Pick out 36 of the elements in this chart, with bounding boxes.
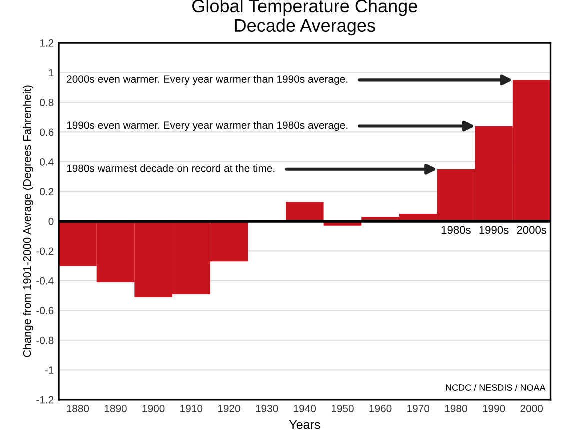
- y-tick-label: -0.4: [36, 277, 54, 285]
- y-tick-label: 0.6: [40, 128, 54, 136]
- annotation: 1980s warmest decade on record at the time.: [67, 164, 275, 172]
- y-tick-label: -0.6: [36, 307, 54, 315]
- y-tick-label: 0: [48, 218, 54, 226]
- x-tick-label: 1900: [142, 405, 165, 412]
- x-tick-label: 1890: [104, 405, 127, 412]
- y-tick-label: 0.4: [40, 158, 54, 166]
- y-axis-title: Change from 1901-2000 Average (Degrees Fahrenheit): [23, 86, 34, 358]
- y-tick-label: -1.2: [36, 396, 54, 404]
- x-tick-label: 1980: [445, 405, 468, 412]
- annotation: 2000s: [517, 226, 547, 234]
- x-tick-label: 1940: [294, 405, 316, 412]
- x-axis-title: Years: [289, 420, 320, 430]
- y-tick-label: -0.8: [36, 336, 54, 344]
- x-tick-label: 1920: [218, 405, 240, 412]
- y-tick-label: -0.2: [36, 248, 54, 256]
- x-tick-label: 1970: [408, 405, 430, 412]
- annotation: 2000s even warmer. Every year warmer than 1990s average.: [67, 75, 348, 86]
- bar: [286, 202, 324, 222]
- x-tick-label: 1960: [370, 405, 392, 412]
- y-tick-label: 0.8: [40, 98, 54, 106]
- x-tick-label: 1950: [332, 405, 354, 412]
- y-tick-label: 1.2: [40, 40, 54, 47]
- y-tick-label: -1: [45, 366, 54, 374]
- x-tick-label: 2000: [520, 405, 544, 412]
- annotation: 1990s: [480, 226, 509, 234]
- x-tick-label: 1930: [256, 405, 278, 412]
- x-tick-label: 1910: [180, 405, 203, 412]
- annotation: NCDC / NESDIS / NOAA: [446, 384, 546, 391]
- y-tick-label: 1: [49, 69, 54, 77]
- annotation: 1980s: [442, 226, 471, 234]
- annotation: 1990s even warmer. Every year warmer than 1980s average.: [67, 121, 348, 132]
- x-tick-label: 1880: [67, 405, 90, 412]
- y-tick-label: 0.2: [40, 188, 54, 196]
- x-tick-label: 1990: [483, 405, 506, 412]
